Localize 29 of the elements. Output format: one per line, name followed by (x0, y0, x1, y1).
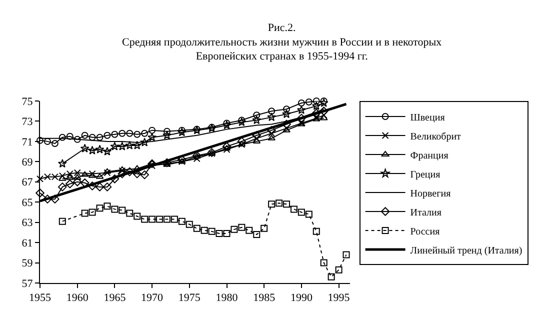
chart-title: Рис.2. (268, 22, 296, 34)
y-tick-label: 65 (22, 196, 34, 209)
legend-label: Греция (410, 169, 441, 180)
x-tick-label: 1980 (216, 292, 238, 304)
y-tick-label: 75 (22, 96, 34, 108)
x-tick-label: 1955 (29, 292, 52, 304)
legend-label: Россия (410, 226, 440, 238)
x-tick-label: 1975 (178, 292, 201, 304)
legend-label: Линейный тренд (Италия) (410, 245, 522, 256)
y-tick-label: 73 (22, 116, 34, 128)
y-tick-label: 61 (22, 237, 33, 250)
chart-subtitle: Средняя продолжительность жизни мужчин в России и в некоторых Европейских странах в 1955-1994 гг. (122, 36, 442, 63)
y-tick-label: 69 (22, 156, 34, 169)
x-tick-label: 1995 (328, 292, 350, 304)
legend-label: Великобрит (410, 131, 462, 142)
y-tick-label: 67 (22, 176, 34, 189)
x-tick-label: 1960 (66, 292, 89, 304)
y-tick-label: 63 (22, 217, 34, 230)
x-tick-label: 1970 (141, 292, 164, 304)
x-tick-label: 1985 (253, 292, 276, 304)
y-tick-label: 59 (22, 258, 34, 270)
y-tick-label: 71 (22, 136, 33, 148)
x-tick-label: 1965 (104, 292, 126, 304)
legend-label: Франция (410, 150, 449, 162)
legend-label: Норвегия (410, 188, 452, 200)
legend-label: Италия (410, 207, 442, 218)
y-tick-label: 57 (22, 278, 34, 290)
x-tick-label: 1990 (290, 292, 313, 304)
legend-label: Швеция (410, 112, 446, 124)
